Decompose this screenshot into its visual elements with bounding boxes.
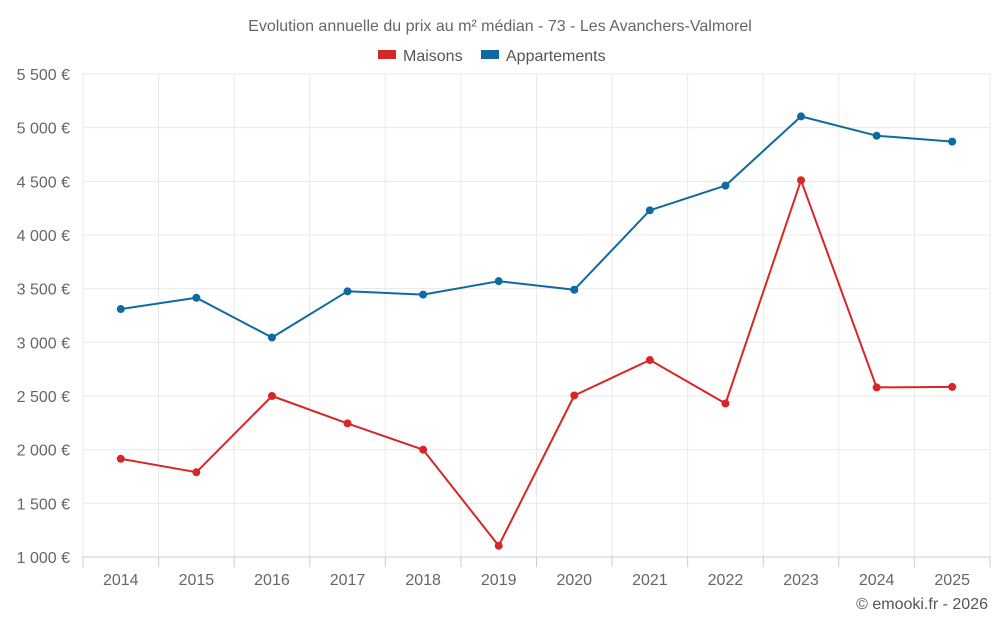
x-tick-label: 2018 bbox=[405, 572, 441, 589]
data-point-maisons[interactable] bbox=[419, 445, 428, 454]
x-tick-label: 2016 bbox=[254, 572, 290, 589]
x-tick-label: 2021 bbox=[632, 572, 668, 589]
y-tick-label: 5 500 € bbox=[17, 67, 70, 84]
series bbox=[116, 112, 957, 550]
data-point-maisons[interactable] bbox=[267, 392, 276, 400]
y-tick-label: 4 500 € bbox=[17, 174, 70, 191]
x-tick-label: 2014 bbox=[103, 572, 139, 589]
data-point-maisons[interactable] bbox=[192, 468, 201, 477]
data-point-appartements[interactable] bbox=[797, 112, 806, 121]
legend-item-maisons[interactable]: Maisons bbox=[378, 48, 463, 65]
legend-label-maisons: Maisons bbox=[403, 48, 463, 65]
data-point-maisons[interactable] bbox=[948, 382, 957, 391]
x-tick-label: 2017 bbox=[330, 572, 366, 589]
data-point-appartements[interactable] bbox=[645, 206, 654, 215]
legend-swatch-appartements bbox=[481, 50, 499, 59]
chart-title: Evolution annuelle du prix au m² médian … bbox=[248, 18, 752, 35]
data-point-maisons[interactable] bbox=[343, 419, 352, 428]
data-point-appartements[interactable] bbox=[872, 131, 881, 140]
y-tick-label: 5 000 € bbox=[17, 121, 70, 138]
x-tick-label: 2015 bbox=[179, 572, 215, 589]
legend-swatch-maisons bbox=[378, 50, 396, 59]
y-tick-label: 1 000 € bbox=[17, 550, 70, 567]
legend-item-appartements[interactable]: Appartements bbox=[481, 48, 606, 65]
data-point-appartements[interactable] bbox=[721, 181, 730, 190]
data-point-appartements[interactable] bbox=[192, 293, 201, 302]
series-maisons bbox=[116, 176, 957, 550]
y-tick-label: 3 500 € bbox=[17, 282, 70, 299]
data-point-appartements[interactable] bbox=[419, 290, 428, 299]
series-appartements bbox=[116, 112, 957, 342]
data-point-appartements[interactable] bbox=[267, 333, 276, 342]
data-point-maisons[interactable] bbox=[872, 383, 881, 392]
data-point-maisons[interactable] bbox=[494, 541, 503, 550]
y-tick-label: 1 500 € bbox=[17, 496, 70, 513]
series-line-maisons bbox=[120, 179, 953, 547]
credit-text: © emooki.fr - 2026 bbox=[856, 596, 988, 613]
data-point-appartements[interactable] bbox=[494, 277, 503, 286]
axes: 1 000 € 1 500 € 2 000 € 2 500 € 3 000 € 3 500… bbox=[17, 67, 991, 589]
legend-label-appartements: Appartements bbox=[506, 48, 606, 65]
y-tick-label: 3 000 € bbox=[17, 335, 70, 352]
data-point-appartements[interactable] bbox=[343, 287, 352, 296]
x-tick-label: 2022 bbox=[708, 572, 744, 589]
data-point-appartements[interactable] bbox=[116, 305, 125, 314]
data-point-appartements[interactable] bbox=[570, 285, 579, 294]
x-tick-label: 2025 bbox=[934, 572, 970, 589]
x-tick-label: 2023 bbox=[783, 572, 819, 589]
y-tick-label: 2 500 € bbox=[17, 389, 70, 406]
data-point-maisons[interactable] bbox=[645, 356, 654, 365]
x-tick-label: 2019 bbox=[481, 572, 517, 589]
y-tick-label: 4 000 € bbox=[17, 228, 70, 245]
x-tick-label: 2024 bbox=[859, 572, 895, 589]
legend: Maisons Appartements bbox=[378, 48, 606, 65]
data-point-maisons[interactable] bbox=[116, 454, 125, 463]
data-point-maisons[interactable] bbox=[570, 391, 579, 400]
series-line-appartements bbox=[120, 115, 953, 339]
y-tick-label: 2 000 € bbox=[17, 443, 70, 460]
data-point-maisons[interactable] bbox=[721, 399, 730, 408]
data-point-appartements[interactable] bbox=[948, 137, 957, 146]
grid bbox=[82, 73, 991, 557]
x-tick-label: 2020 bbox=[556, 572, 592, 589]
data-point-maisons[interactable] bbox=[797, 176, 806, 185]
